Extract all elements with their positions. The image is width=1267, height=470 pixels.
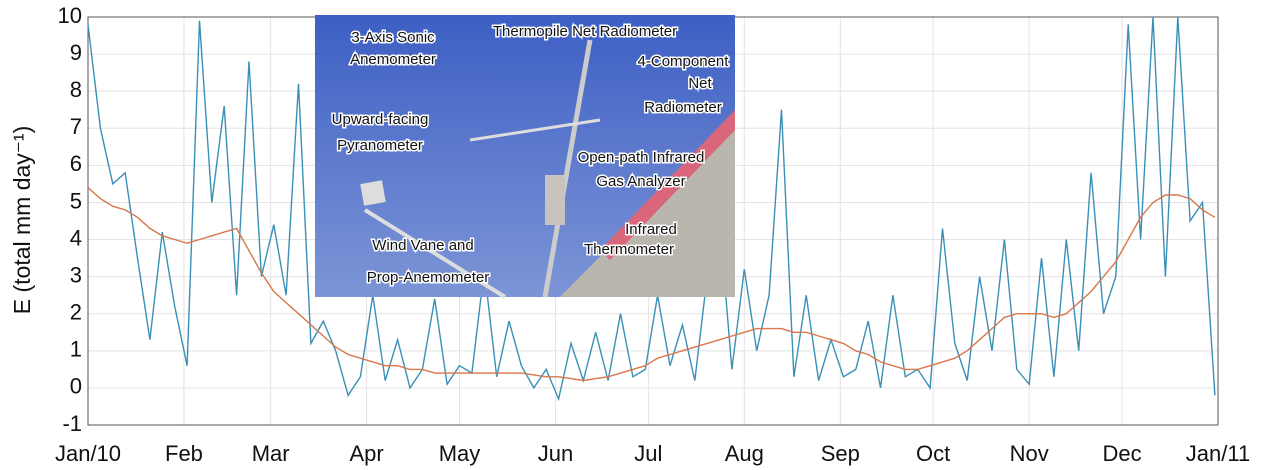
annotation: Wind Vane and [372, 237, 473, 254]
x-tick-label: Jan/11 [1186, 441, 1250, 466]
y-tick-label: -1 [62, 411, 82, 436]
y-tick-label: 4 [70, 225, 82, 250]
annotation: Gas Analyzer [596, 173, 685, 190]
x-tick-label: Nov [1010, 441, 1049, 466]
annotation: Pyranometer [337, 137, 423, 154]
annotation: Open-path Infrared [578, 149, 705, 166]
inset-photo [315, 15, 735, 299]
annotation: Radiometer [644, 99, 722, 116]
x-tick-label: Mar [252, 441, 290, 466]
x-tick-label: Dec [1102, 441, 1141, 466]
y-tick-label: 2 [70, 300, 82, 325]
y-tick-label: 1 [70, 337, 82, 362]
annotation: Thermopile Net Radiometer [493, 23, 677, 40]
x-tick-label: Sep [821, 441, 860, 466]
y-tick-label: 8 [70, 77, 82, 102]
y-tick-label: 10 [58, 3, 82, 28]
annotation: Upward-facing [332, 111, 429, 128]
y-tick-label: 0 [70, 374, 82, 399]
y-axis-label: E (total mm day⁻¹) [9, 126, 35, 315]
series-line [87, 187, 1216, 382]
annotation: Thermometer [584, 241, 674, 258]
x-tick-label: Jun [538, 441, 573, 466]
x-tick-label: Jan/10 [55, 441, 121, 466]
series-line [87, 16, 1216, 402]
x-tick-label: Aug [725, 441, 764, 466]
annotation: Net [688, 75, 712, 92]
y-tick-label: 5 [70, 188, 82, 213]
y-tick-label: 7 [70, 114, 82, 139]
x-tick-label: Apr [350, 441, 384, 466]
y-tick-label: 9 [70, 40, 82, 65]
annotation: Prop-Anemometer [367, 269, 490, 286]
annotation: 3-Axis Sonic [351, 29, 435, 46]
annotation: Infrared [625, 221, 677, 238]
x-tick-label: Feb [165, 441, 203, 466]
x-tick-label: May [439, 441, 481, 466]
x-tick-label: Jul [634, 441, 662, 466]
annotation: Anemometer [350, 51, 436, 68]
y-tick-label: 3 [70, 262, 82, 287]
y-tick-label: 6 [70, 151, 82, 176]
x-tick-label: Oct [916, 441, 950, 466]
annotation: 4-Component [638, 53, 730, 70]
